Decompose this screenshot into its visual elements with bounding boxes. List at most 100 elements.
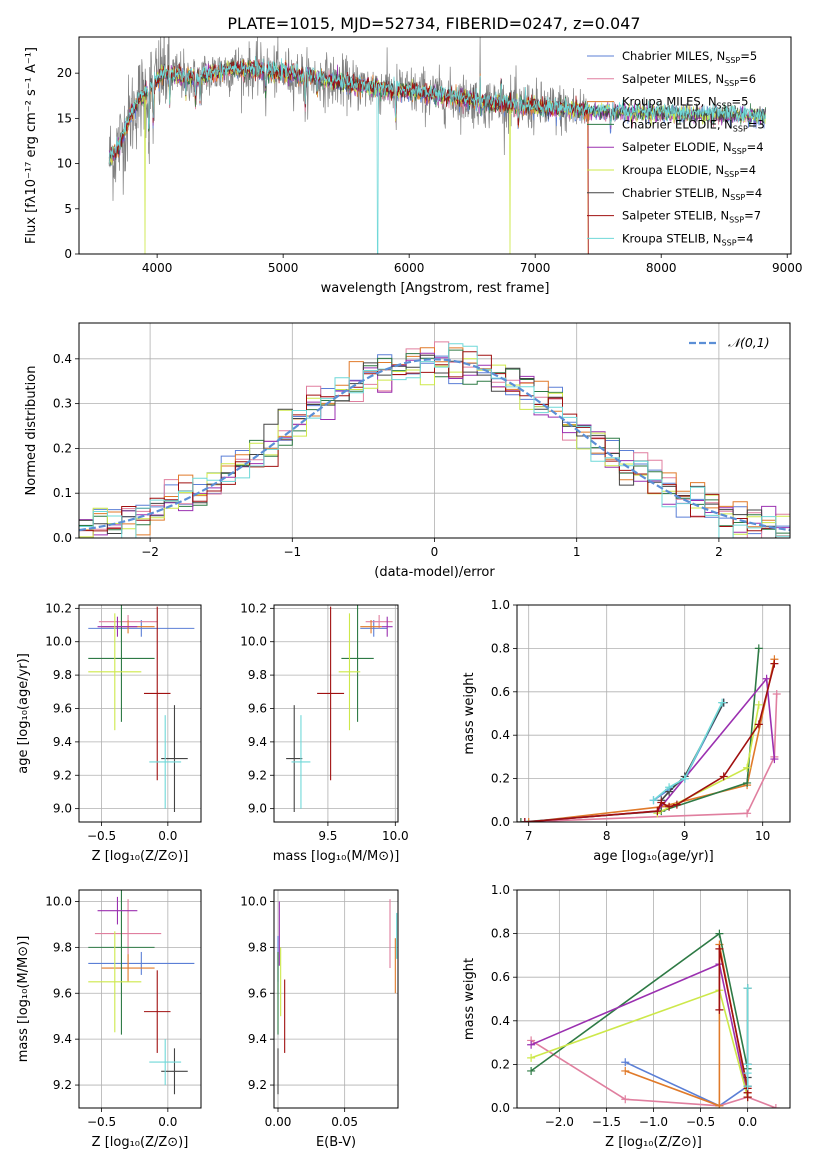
y-tick-label: 20 — [57, 66, 72, 80]
x-tick-label: 9.5 — [318, 829, 337, 843]
y-tick-label: 9.6 — [248, 701, 267, 715]
weight-marker — [527, 1066, 536, 1075]
axes-frame — [78, 36, 792, 255]
x-tick-label: 0.0 — [158, 829, 177, 843]
x-tick-label: 2 — [715, 545, 723, 559]
weight-series-salpeter-stelib — [520, 659, 779, 822]
x-tick-label: 8000 — [646, 261, 677, 275]
weight-marker — [621, 1058, 630, 1067]
plot-area — [527, 929, 780, 1108]
model-spectrum-salpeter-stelib — [108, 59, 589, 254]
y-tick-label: 9.2 — [248, 768, 267, 782]
weight-marker — [743, 1093, 752, 1102]
weight-marker — [527, 1053, 536, 1062]
y-tick-label: 9.8 — [53, 668, 72, 682]
y-tick-label: 9.4 — [248, 1032, 267, 1046]
weight-marker — [657, 798, 666, 807]
y-tick-label: 1.0 — [491, 883, 510, 897]
plot-area — [79, 341, 790, 538]
x-tick-label: 1 — [573, 545, 581, 559]
x-axis-label: E(B-V) — [316, 1135, 356, 1150]
errorbar-salpeter-elodie — [381, 616, 393, 637]
errorbar-salpeter-stelib — [143, 970, 171, 1053]
grid — [274, 890, 398, 1108]
y-tick-label: 9.6 — [53, 701, 72, 715]
weight-marker — [672, 800, 681, 809]
y-tick-label: 9.2 — [53, 1078, 72, 1092]
x-tick-label: 8 — [603, 829, 611, 843]
x-tick-label: 4000 — [142, 261, 173, 275]
x-tick-label: 0.0 — [738, 1115, 757, 1129]
errorbar-salpeter-stelib — [317, 606, 345, 781]
weight-marker — [680, 774, 689, 783]
weight-marker — [743, 1069, 752, 1078]
weight-marker — [517, 818, 525, 822]
weight-marker — [653, 807, 662, 816]
legend-entry: Salpeter MILES, NSSP=6 — [622, 72, 756, 88]
x-tick-label: 0.05 — [331, 1115, 358, 1129]
plot-area — [277, 899, 398, 1095]
weight-marker — [665, 783, 674, 792]
y-tick-label: 10.0 — [45, 635, 72, 649]
y-tick-label: 0.3 — [53, 397, 72, 411]
axes-frame — [78, 604, 202, 823]
errorbar-kroupa-elodie — [88, 613, 142, 731]
legend-entry: 𝒩(0,1) — [728, 335, 770, 350]
spectrum-panel: 4000 5000 6000 7000 8000 9000 0 5 10 15 20 waveleng… — [24, 36, 802, 296]
weight-marker — [621, 1095, 630, 1104]
x-tick-label: −0.5 — [87, 1115, 116, 1129]
x-tick-label: 0.0 — [158, 1115, 177, 1129]
x-tick-label: −0.5 — [87, 829, 116, 843]
weight-series-kroupa-elodie — [653, 700, 763, 818]
x-tick-label: 7 — [525, 829, 533, 843]
weight-marker — [527, 1040, 536, 1049]
weight-series-kroupa-stelib — [649, 698, 727, 805]
weight-marker — [770, 755, 779, 764]
errorbar-salpeter-elodie — [97, 616, 138, 637]
weight-marker — [772, 689, 781, 698]
y-tick-label: 0.0 — [491, 1101, 510, 1115]
y-tick-label: 9.2 — [53, 768, 72, 782]
age-vs-metallicity-panel: −0.5 0.0 9.0 9.2 9.4 9.6 9.8 10.0 10.2 Z [log₁₀(Z… — [16, 601, 202, 864]
weight-marker — [743, 809, 752, 818]
weight-marker — [743, 984, 752, 993]
plot-area — [517, 644, 781, 822]
x-tick-label: 9 — [681, 829, 689, 843]
y-tick-label: 9.4 — [53, 735, 72, 749]
weight-marker — [743, 778, 752, 787]
axes-frame — [516, 889, 791, 1109]
y-tick-label: 0.6 — [491, 970, 510, 984]
y-tick-label: 10.2 — [45, 601, 72, 615]
weight-marker — [715, 929, 724, 938]
errorbar-kroupa-stelib — [149, 1039, 182, 1086]
weight-series-kroupa-elodie — [527, 986, 752, 1102]
x-tick-label: −1 — [283, 545, 301, 559]
residuals-panel: −2 −1 0 1 2 0.0 0.1 0.2 0.3 0.4 (data-model)/error… — [24, 322, 791, 580]
weight-marker — [743, 763, 752, 772]
x-tick-label: 10 — [755, 829, 770, 843]
y-tick-label: 9.2 — [248, 1078, 267, 1092]
age-vs-mass-panel: 9.5 10.0 9.0 9.2 9.4 9.6 9.8 10.0 10.2 mass [log₁… — [240, 601, 408, 864]
y-tick-label: 0.8 — [491, 927, 510, 941]
y-tick-label: 0.4 — [491, 1014, 510, 1028]
errorbar-chabrier-miles — [360, 620, 388, 637]
weight-series-salpeter-elodie — [520, 674, 779, 822]
errorbar-salpeter-stelib — [143, 606, 171, 781]
weight-series-chabrier-elodie — [527, 929, 752, 1075]
errorbar-kroupa-elodie — [88, 931, 142, 1033]
axes-frame — [273, 604, 399, 823]
figure-title: PLATE=1015, MJD=52734, FIBERID=0247, z=0… — [227, 14, 640, 33]
x-tick-label: 7000 — [520, 261, 551, 275]
y-tick-label: 9.8 — [248, 668, 267, 682]
y-axis-label: mass weight — [462, 958, 477, 1040]
y-axis-label: Flux [fλ10⁻¹⁷ erg cm⁻² s⁻¹ A⁻¹] — [24, 47, 39, 244]
plot-area — [286, 605, 393, 812]
errorbar-chabrier-miles — [88, 951, 195, 975]
errorbar-kroupa-elodie — [338, 613, 361, 731]
grid — [274, 605, 398, 822]
x-tick-label: 0 — [431, 545, 439, 559]
y-tick-label: 0.6 — [491, 685, 510, 699]
legend-entry: Chabrier ELODIE, NSSP=3 — [622, 117, 765, 133]
weight-marker — [715, 944, 724, 953]
